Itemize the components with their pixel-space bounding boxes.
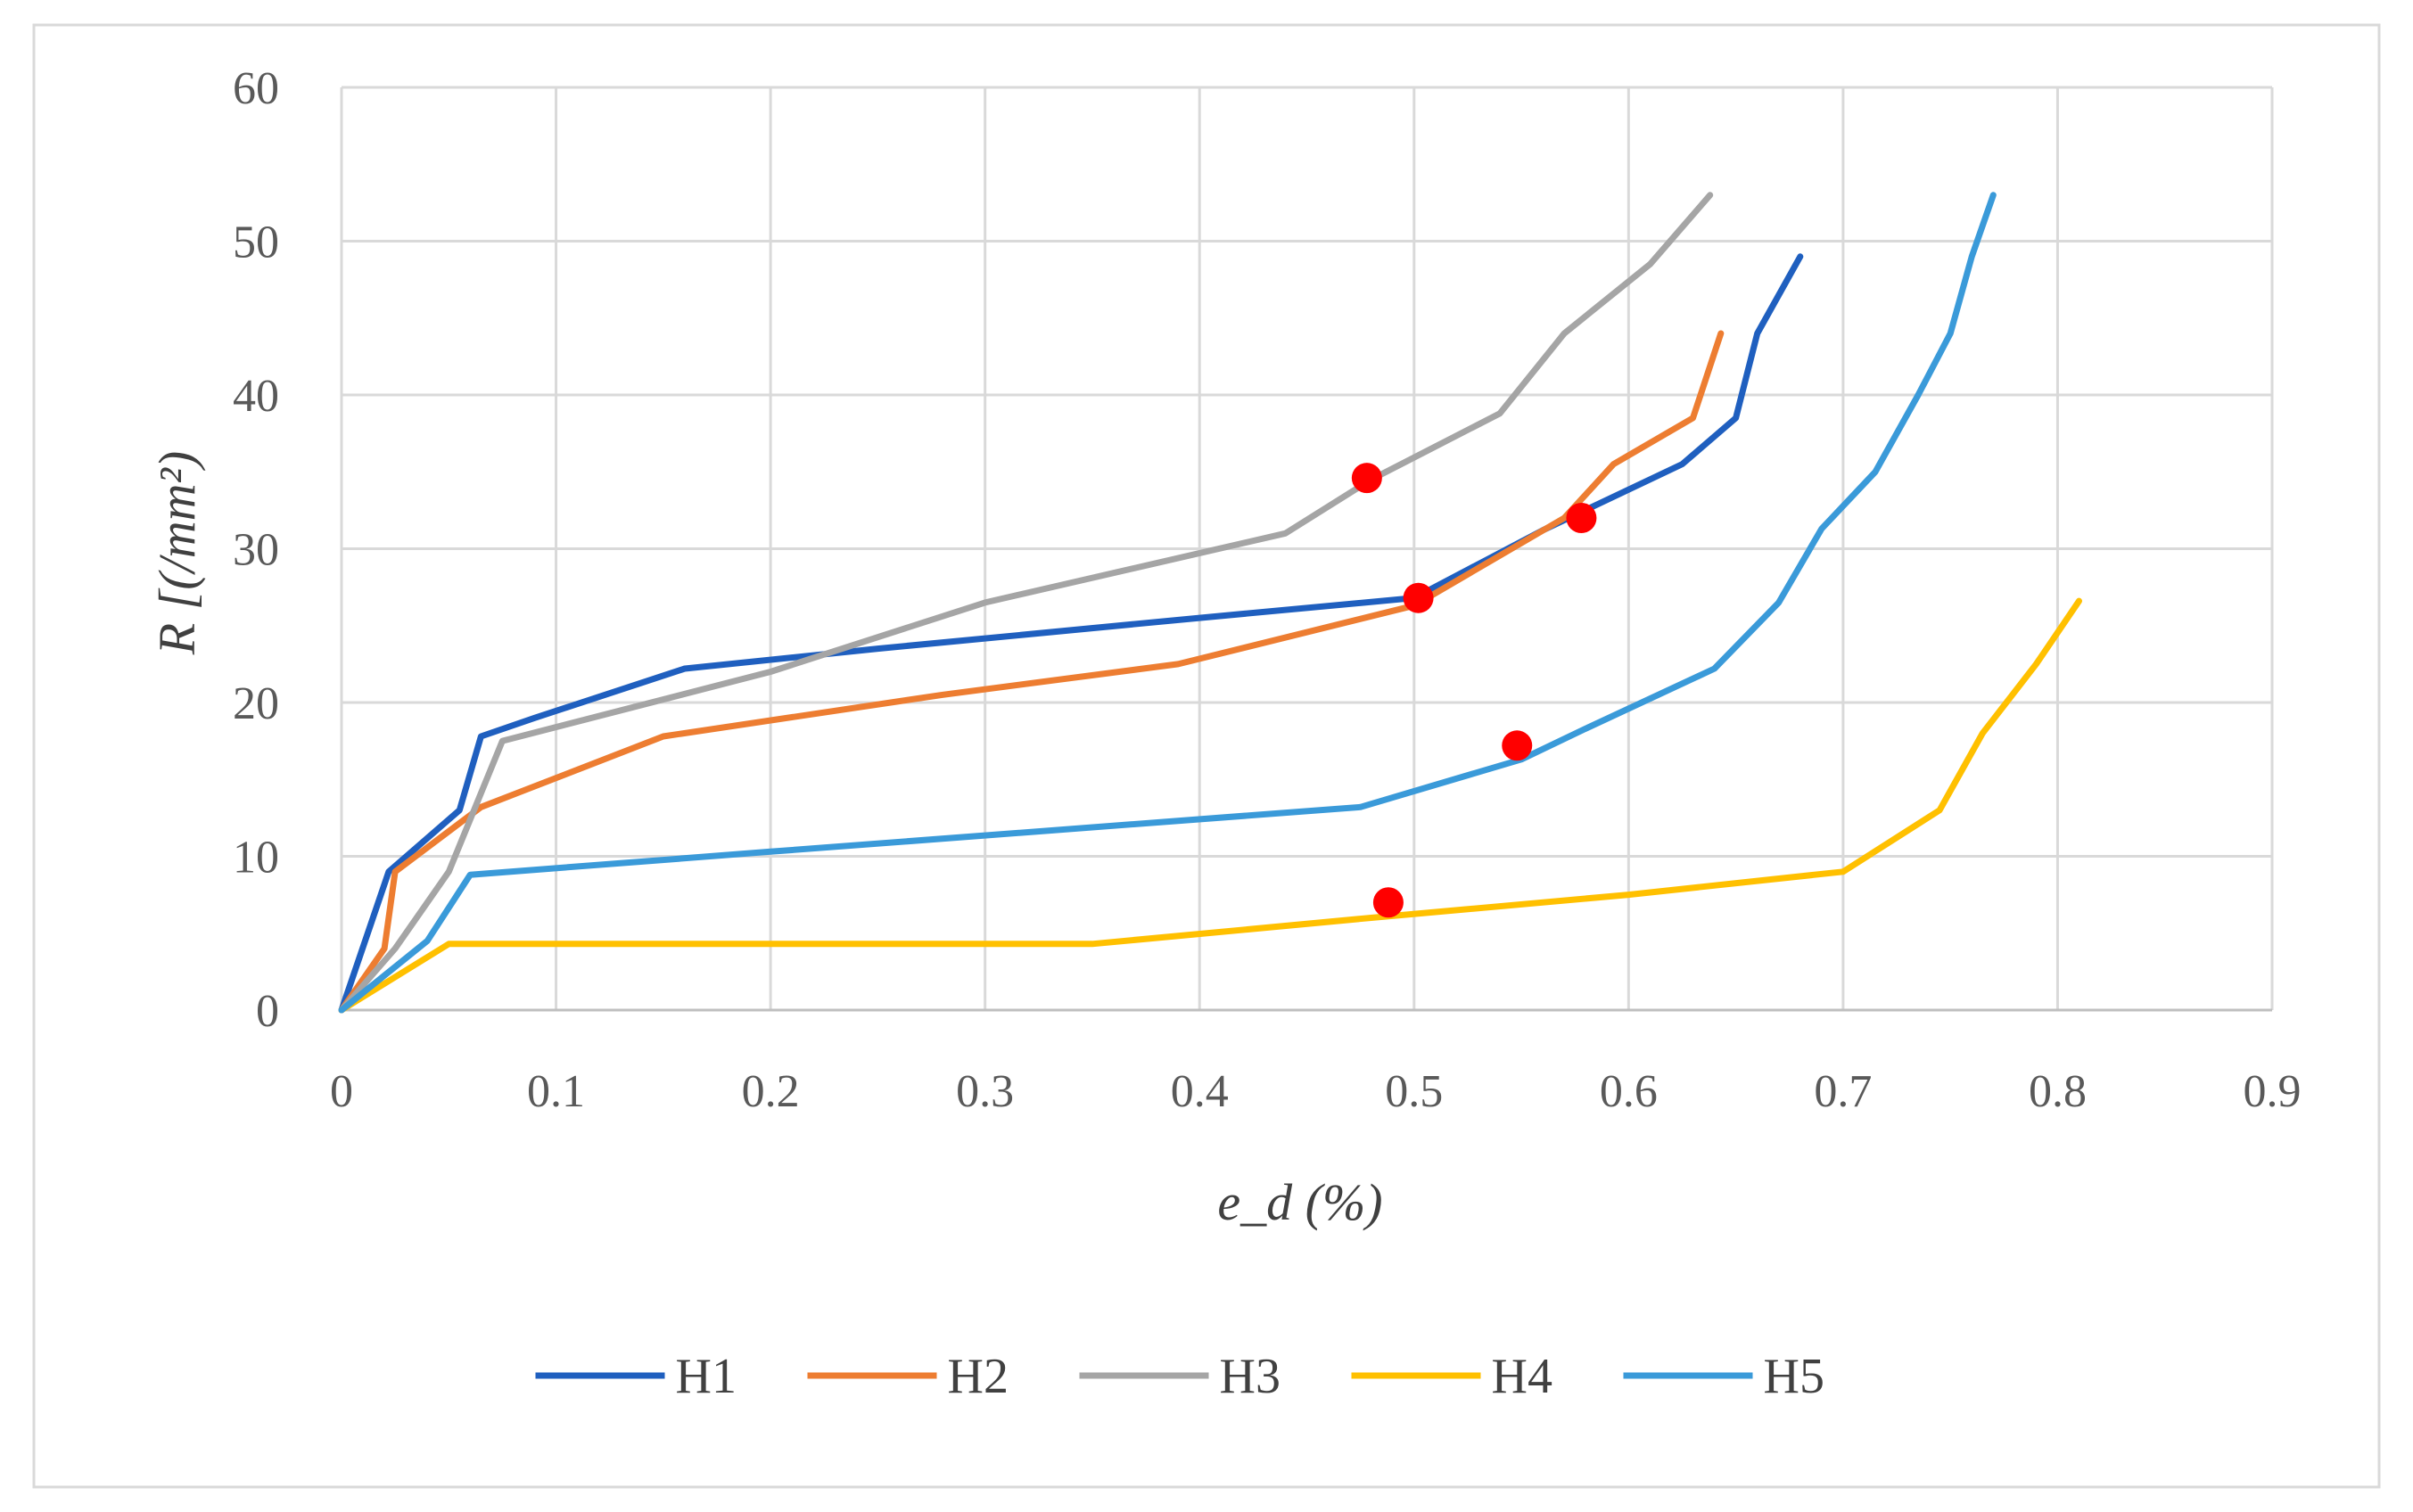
y-tick-label: 10 <box>233 833 279 883</box>
legend-label-h1: H1 <box>676 1349 737 1404</box>
x-tick-label: 0.9 <box>2244 1066 2302 1117</box>
highlight-marker <box>1566 503 1597 533</box>
y-tick-label: 50 <box>233 218 279 268</box>
series-line-h1 <box>338 253 1804 1014</box>
x-axis-title: e_d (%) <box>1217 1173 1382 1231</box>
x-tick-label: 0.8 <box>2029 1066 2087 1117</box>
x-tick-label: 0.5 <box>1385 1066 1443 1117</box>
series-line-h3 <box>338 192 1714 1014</box>
x-tick-label: 0.6 <box>1600 1066 1658 1117</box>
highlight-marker <box>1372 887 1404 918</box>
highlight-marker <box>1403 582 1434 613</box>
y-tick-label: 30 <box>233 525 279 576</box>
y-tick-label: 20 <box>233 678 279 729</box>
legend: H1 H2 H3 H4 H5 <box>535 1349 1824 1404</box>
x-tick-label: 0.4 <box>1171 1066 1229 1117</box>
x-tick-label: 0.3 <box>956 1066 1014 1117</box>
tick-labels: 0 10 20 30 40 50 60 0 0.1 0.2 0.3 0.4 0.5 0.6 0.7 0.8 0.… <box>233 63 2302 1117</box>
legend-label-h2: H2 <box>948 1349 1009 1404</box>
x-tick-label: 0.2 <box>742 1066 800 1117</box>
series-line-h5 <box>338 192 1997 1014</box>
y-tick-label: 40 <box>233 371 279 422</box>
chart-frame <box>32 23 2381 1489</box>
highlight-markers <box>1351 463 1597 918</box>
x-tick-label: 0.1 <box>527 1066 585 1117</box>
highlight-marker <box>1502 730 1533 761</box>
legend-label-h3: H3 <box>1220 1349 1281 1404</box>
series-line-h4 <box>338 597 2082 1014</box>
y-tick-label: 0 <box>256 986 279 1037</box>
legend-label-h4: H4 <box>1492 1349 1552 1404</box>
series-line-h2 <box>338 330 1725 1014</box>
highlight-marker <box>1351 463 1382 494</box>
y-axis-title: R [(/mm²) <box>148 451 206 655</box>
y-tick-label: 60 <box>233 63 279 114</box>
x-tick-label: 0 <box>330 1066 353 1117</box>
x-tick-label: 0.7 <box>1814 1066 1872 1117</box>
series-lines <box>338 192 2082 1014</box>
axes <box>340 87 2272 1012</box>
legend-label-h5: H5 <box>1764 1349 1824 1404</box>
